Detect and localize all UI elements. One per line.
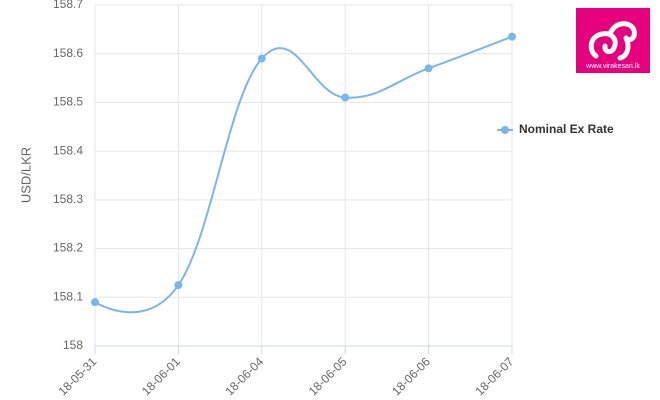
marker: [91, 298, 99, 307]
y-tick-label: 158: [63, 338, 83, 352]
y-tick-label: 158.6: [53, 46, 83, 60]
x-tick-label: 18-06-01: [139, 354, 183, 398]
logo-url: www.virakesari.lk: [585, 63, 640, 70]
y-tick-label: 158.3: [53, 192, 83, 206]
logo-glyph: [588, 21, 637, 61]
y-axis-label: USD/LKR: [18, 147, 33, 203]
y-tick-label: 158.2: [53, 241, 83, 255]
logo: www.virakesari.lk: [576, 8, 650, 73]
marker: [174, 281, 183, 290]
x-tick-label: 18-06-05: [306, 354, 350, 398]
legend-label: Nominal Ex Rate: [519, 122, 614, 136]
x-tick-label: 18-06-06: [389, 354, 433, 398]
y-tick-label: 158.4: [53, 143, 83, 157]
y-tick-label: 158.7: [53, 0, 83, 11]
x-tick-label: 18-06-07: [472, 354, 516, 398]
line: [94, 35, 513, 314]
marker: [341, 93, 350, 102]
y-tick-label: 158.5: [53, 95, 83, 109]
y-tick-label: 158.1: [53, 289, 83, 303]
marker: [508, 32, 516, 41]
marker: [424, 64, 433, 73]
x-tick-label: 18-05-31: [55, 354, 99, 398]
marker: [257, 54, 266, 63]
legend-marker: [501, 126, 509, 134]
x-tick-label: 18-06-04: [222, 354, 266, 398]
